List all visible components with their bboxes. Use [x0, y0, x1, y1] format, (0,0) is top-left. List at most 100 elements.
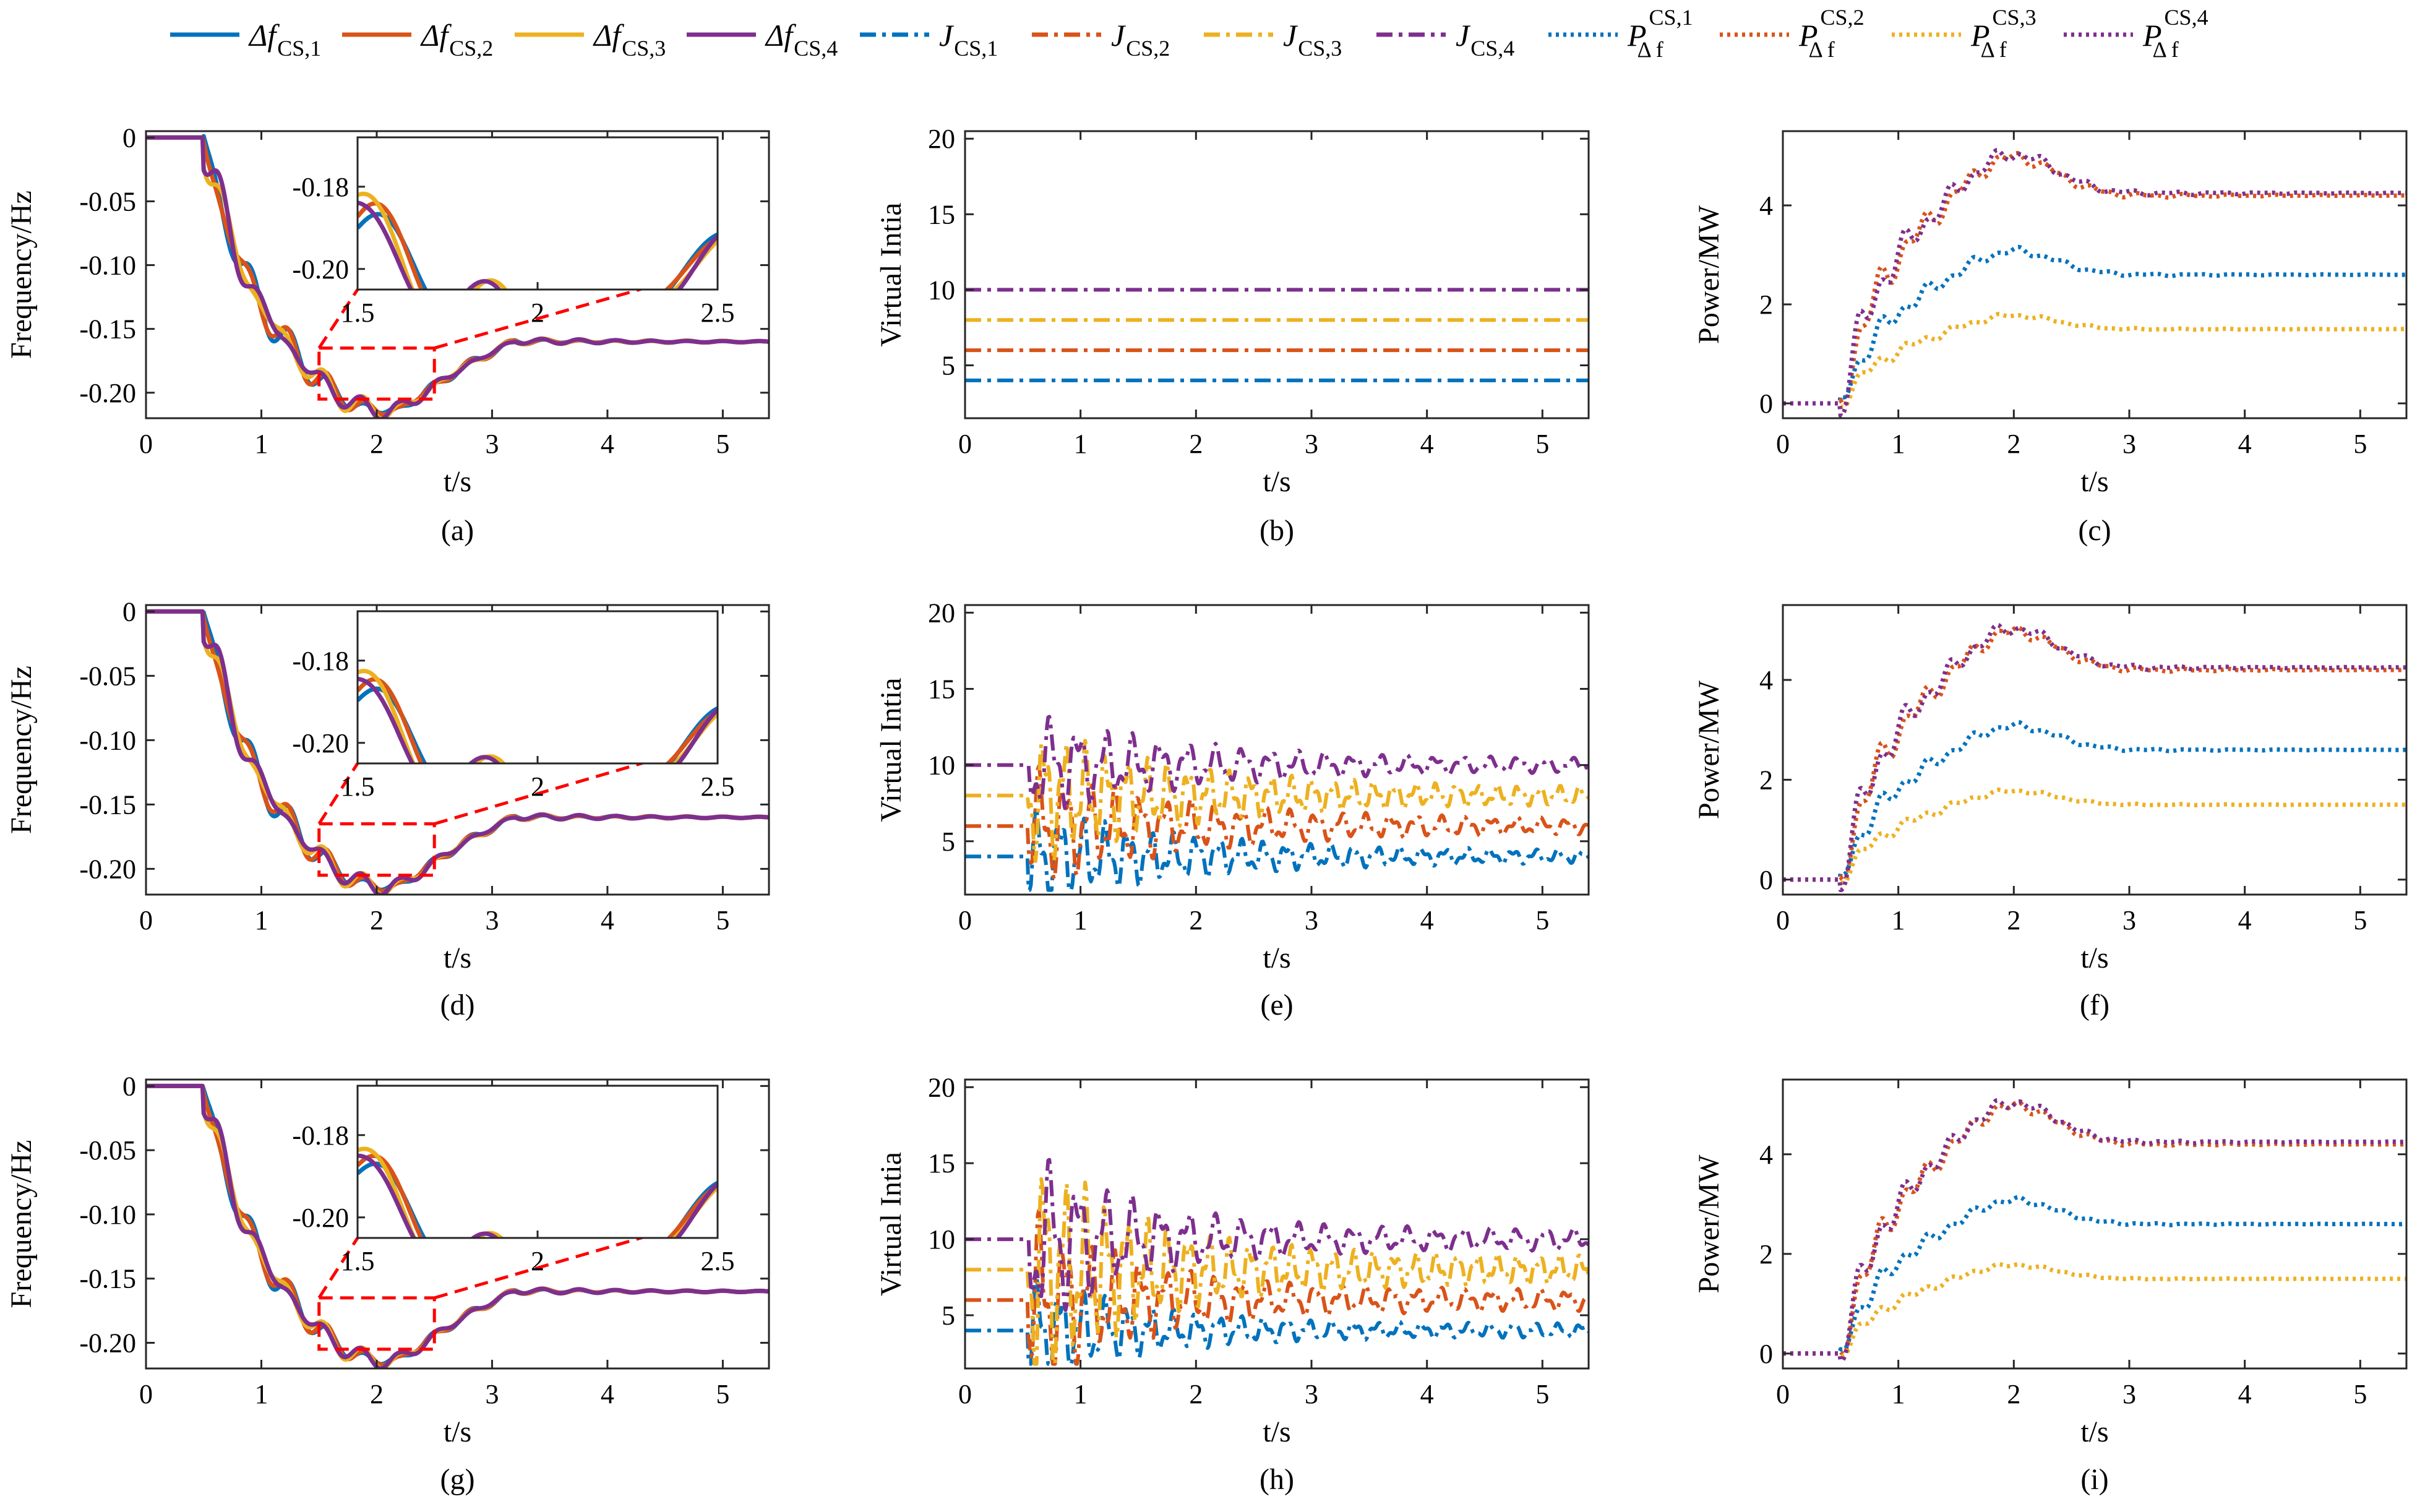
- series-line-3: [965, 739, 1589, 863]
- y-tick-label: -0.05: [79, 1135, 136, 1166]
- x-tick-label: 4: [601, 429, 614, 459]
- panel-d: 0 1 2 3 4 5 0 -0.05 -0.10 -0.15 -0.20 t/s Frequency/…: [5, 596, 770, 1021]
- y-tick-label: 0: [122, 596, 136, 627]
- legend-symbol: Δf: [593, 18, 624, 53]
- legend-label: PCS,3 Δ f: [1970, 5, 2036, 62]
- plot-area: [1783, 605, 2406, 895]
- panel-g: 0 1 2 3 4 5 0 -0.05 -0.10 -0.15 -0.20 t/s Frequency/…: [5, 1071, 770, 1496]
- y-tick-label: 10: [928, 1224, 955, 1255]
- x-tick-label: 2: [370, 429, 384, 459]
- legend-sub: CS,3: [1298, 36, 1342, 61]
- series-line-2: [965, 764, 1589, 881]
- zoom-connector: [317, 288, 359, 349]
- legend-label: PCS,4 Δ f: [2142, 5, 2208, 62]
- series-line-4: [965, 715, 1589, 812]
- legend-item: PCS,2 Δ f: [1720, 5, 1865, 62]
- x-tick-label: 1: [254, 1379, 268, 1409]
- x-tick-label: 3: [485, 905, 499, 935]
- series-line-3: [1783, 1262, 2406, 1358]
- y-tick-label: 15: [928, 199, 955, 230]
- panel-a: 0 1 2 3 4 5 0 -0.05 -0.10 -0.15 -0.20 t/s Frequency/…: [5, 122, 770, 547]
- series-line-1: [1783, 719, 2406, 882]
- y-tick-label: -0.05: [79, 661, 136, 691]
- x-tick-label: 0: [958, 1379, 972, 1409]
- inset: 1.5 2 2.5 -0.18 -0.20: [292, 136, 735, 401]
- inset-area: [358, 137, 718, 290]
- inset-x-tick-label: 2.5: [701, 1246, 735, 1276]
- series-group: [965, 288, 1589, 382]
- plot-area: [1783, 131, 2406, 418]
- x-tick-label: 3: [485, 429, 499, 459]
- y-axis-label: Frequency/Hz: [5, 666, 38, 834]
- inset-series-line-2: [358, 1153, 718, 1238]
- series-line-1: [965, 806, 1589, 892]
- inset-area: [358, 1086, 718, 1238]
- x-tick-label: 3: [2122, 905, 2136, 935]
- inset-y-tick-label: -0.20: [292, 254, 349, 285]
- panel-caption: (h): [1260, 1463, 1294, 1496]
- x-tick-label: 5: [2353, 429, 2367, 459]
- x-tick-label: 1: [1074, 1379, 1088, 1409]
- series-group: [146, 1083, 769, 1368]
- y-tick-label: 4: [1759, 1140, 1773, 1170]
- axes-box: [964, 130, 1590, 419]
- x-tick-label: 5: [1535, 905, 1549, 935]
- axes-box: [145, 130, 770, 419]
- inset-series-group: [358, 1146, 718, 1238]
- x-tick-label: 1: [1074, 905, 1088, 935]
- legend-item: JCS,2: [1032, 18, 1170, 61]
- x-tick-label: 5: [716, 905, 729, 935]
- inset-series-line-1: [358, 686, 718, 763]
- legend-label: ΔfCS,2: [420, 18, 493, 61]
- panel-f: 0 1 2 3 4 5 0 2 4 t/s Power/MW (f): [1693, 604, 2408, 1021]
- legend-label: JCS,3: [1283, 18, 1342, 61]
- inset-y-tick-label: -0.18: [292, 172, 349, 202]
- legend-sub: Δ f: [2153, 37, 2179, 62]
- axes-box: [145, 1078, 770, 1370]
- x-tick-label: 0: [1776, 1379, 1790, 1409]
- y-tick-label: 2: [1759, 1239, 1773, 1269]
- y-tick-label: 4: [1759, 191, 1773, 221]
- legend-symbol: Δf: [765, 18, 796, 53]
- x-axis-label: t/s: [2080, 942, 2108, 974]
- legend-sup: CS,3: [1993, 5, 2036, 30]
- y-axis-label: Virtual Intia: [875, 677, 908, 822]
- legend-label: ΔfCS,1: [248, 18, 321, 61]
- panel-caption: (f): [2080, 989, 2109, 1021]
- x-tick-label: 5: [716, 1379, 729, 1409]
- legend-item: PCS,4 Δ f: [2064, 5, 2208, 62]
- inset: 1.5 2 2.5 -0.18 -0.20: [292, 1085, 735, 1351]
- inset-series-line-2: [358, 677, 718, 763]
- inset-series-group: [358, 669, 718, 763]
- x-tick-label: 2: [1189, 905, 1203, 935]
- x-tick-label: 4: [1420, 1379, 1434, 1409]
- axes-box: [1782, 130, 2408, 419]
- legend-item: ΔfCS,4: [687, 18, 838, 61]
- y-tick-label: 2: [1759, 765, 1773, 795]
- legend-sub: CS,1: [277, 36, 321, 61]
- legend-item: JCS,1: [860, 18, 998, 61]
- x-tick-label: 2: [1189, 1379, 1203, 1409]
- y-tick-label: 20: [928, 598, 955, 628]
- axes-box: [145, 604, 770, 896]
- series-line-3: [965, 1177, 1589, 1366]
- x-tick-label: 0: [958, 905, 972, 935]
- series-line-2: [1783, 625, 2406, 883]
- x-axis-label: t/s: [1263, 1415, 1290, 1448]
- y-axis-label: Power/MW: [1693, 1154, 1725, 1294]
- series-line-1: [1783, 244, 2406, 406]
- legend-sub: Δ f: [1981, 37, 2007, 62]
- axes-box: [1782, 604, 2408, 896]
- series-line-4: [1783, 1097, 2406, 1364]
- y-tick-label: -0.15: [79, 1264, 136, 1294]
- plot-area: [965, 605, 1589, 895]
- x-tick-label: 5: [2353, 905, 2367, 935]
- y-tick-label: -0.10: [79, 725, 136, 755]
- inset-series-group: [358, 191, 718, 290]
- legend-symbol: P: [1970, 18, 1990, 53]
- y-tick-label: 0: [122, 1071, 136, 1101]
- inset-x-tick-label: 1.5: [341, 1246, 375, 1276]
- legend-label: JCS,1: [939, 18, 998, 61]
- y-axis-label: Power/MW: [1693, 205, 1725, 344]
